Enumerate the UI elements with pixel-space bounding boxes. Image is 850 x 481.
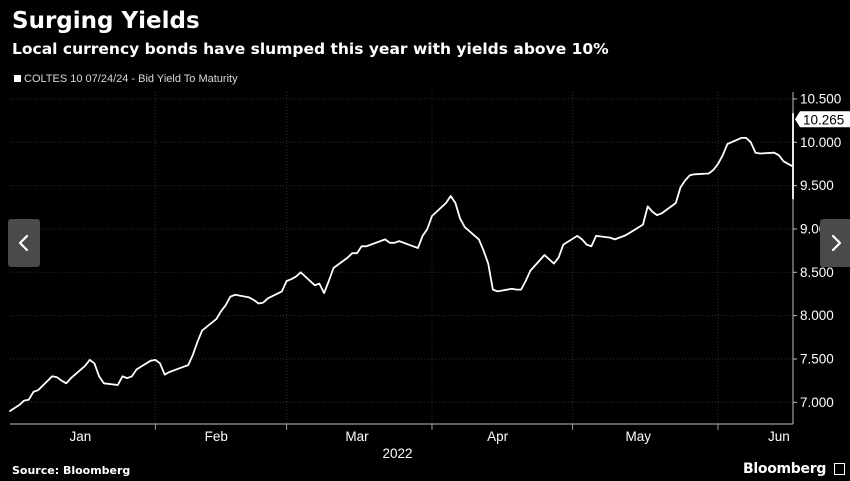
legend-label: COLTES 10 07/24/24 - Bid Yield To Maturi… xyxy=(24,73,238,85)
legend: COLTES 10 07/24/24 - Bid Yield To Maturi… xyxy=(14,72,238,86)
logo-box-icon xyxy=(834,463,845,475)
legend-swatch xyxy=(14,75,21,82)
y-tick-label: 8.500 xyxy=(800,265,834,280)
next-chart-button[interactable] xyxy=(820,219,850,267)
chart-subtitle: Local currency bonds have slumped this y… xyxy=(12,40,609,58)
x-tick-label: Jan xyxy=(69,429,91,444)
source-note: Source: Bloomberg xyxy=(12,464,131,477)
x-tick-label: Jun xyxy=(768,429,790,444)
previous-chart-button[interactable] xyxy=(8,219,40,267)
y-tick-label: 7.500 xyxy=(800,351,834,366)
x-tick-label: Apr xyxy=(487,429,509,444)
last-value-label: 10.265 xyxy=(803,112,844,127)
y-tick-label: 10.000 xyxy=(800,135,841,150)
chart-title: Surging Yields xyxy=(12,8,200,34)
x-axis-title: 2022 xyxy=(382,446,412,461)
y-tick-label: 7.000 xyxy=(800,395,834,410)
x-tick-label: Feb xyxy=(205,429,228,444)
bloomberg-logo: Bloomberg xyxy=(743,461,827,477)
last-value-tag xyxy=(795,111,850,128)
chevron-left-icon xyxy=(18,234,29,252)
y-tick-label: 8.000 xyxy=(800,308,834,323)
y-tick-label: 9.500 xyxy=(800,178,834,193)
x-tick-label: May xyxy=(626,429,652,444)
chevron-right-icon xyxy=(831,234,842,252)
y-tick-label: 10.500 xyxy=(800,91,841,106)
x-tick-label: Mar xyxy=(345,429,369,444)
series-line xyxy=(9,112,794,412)
